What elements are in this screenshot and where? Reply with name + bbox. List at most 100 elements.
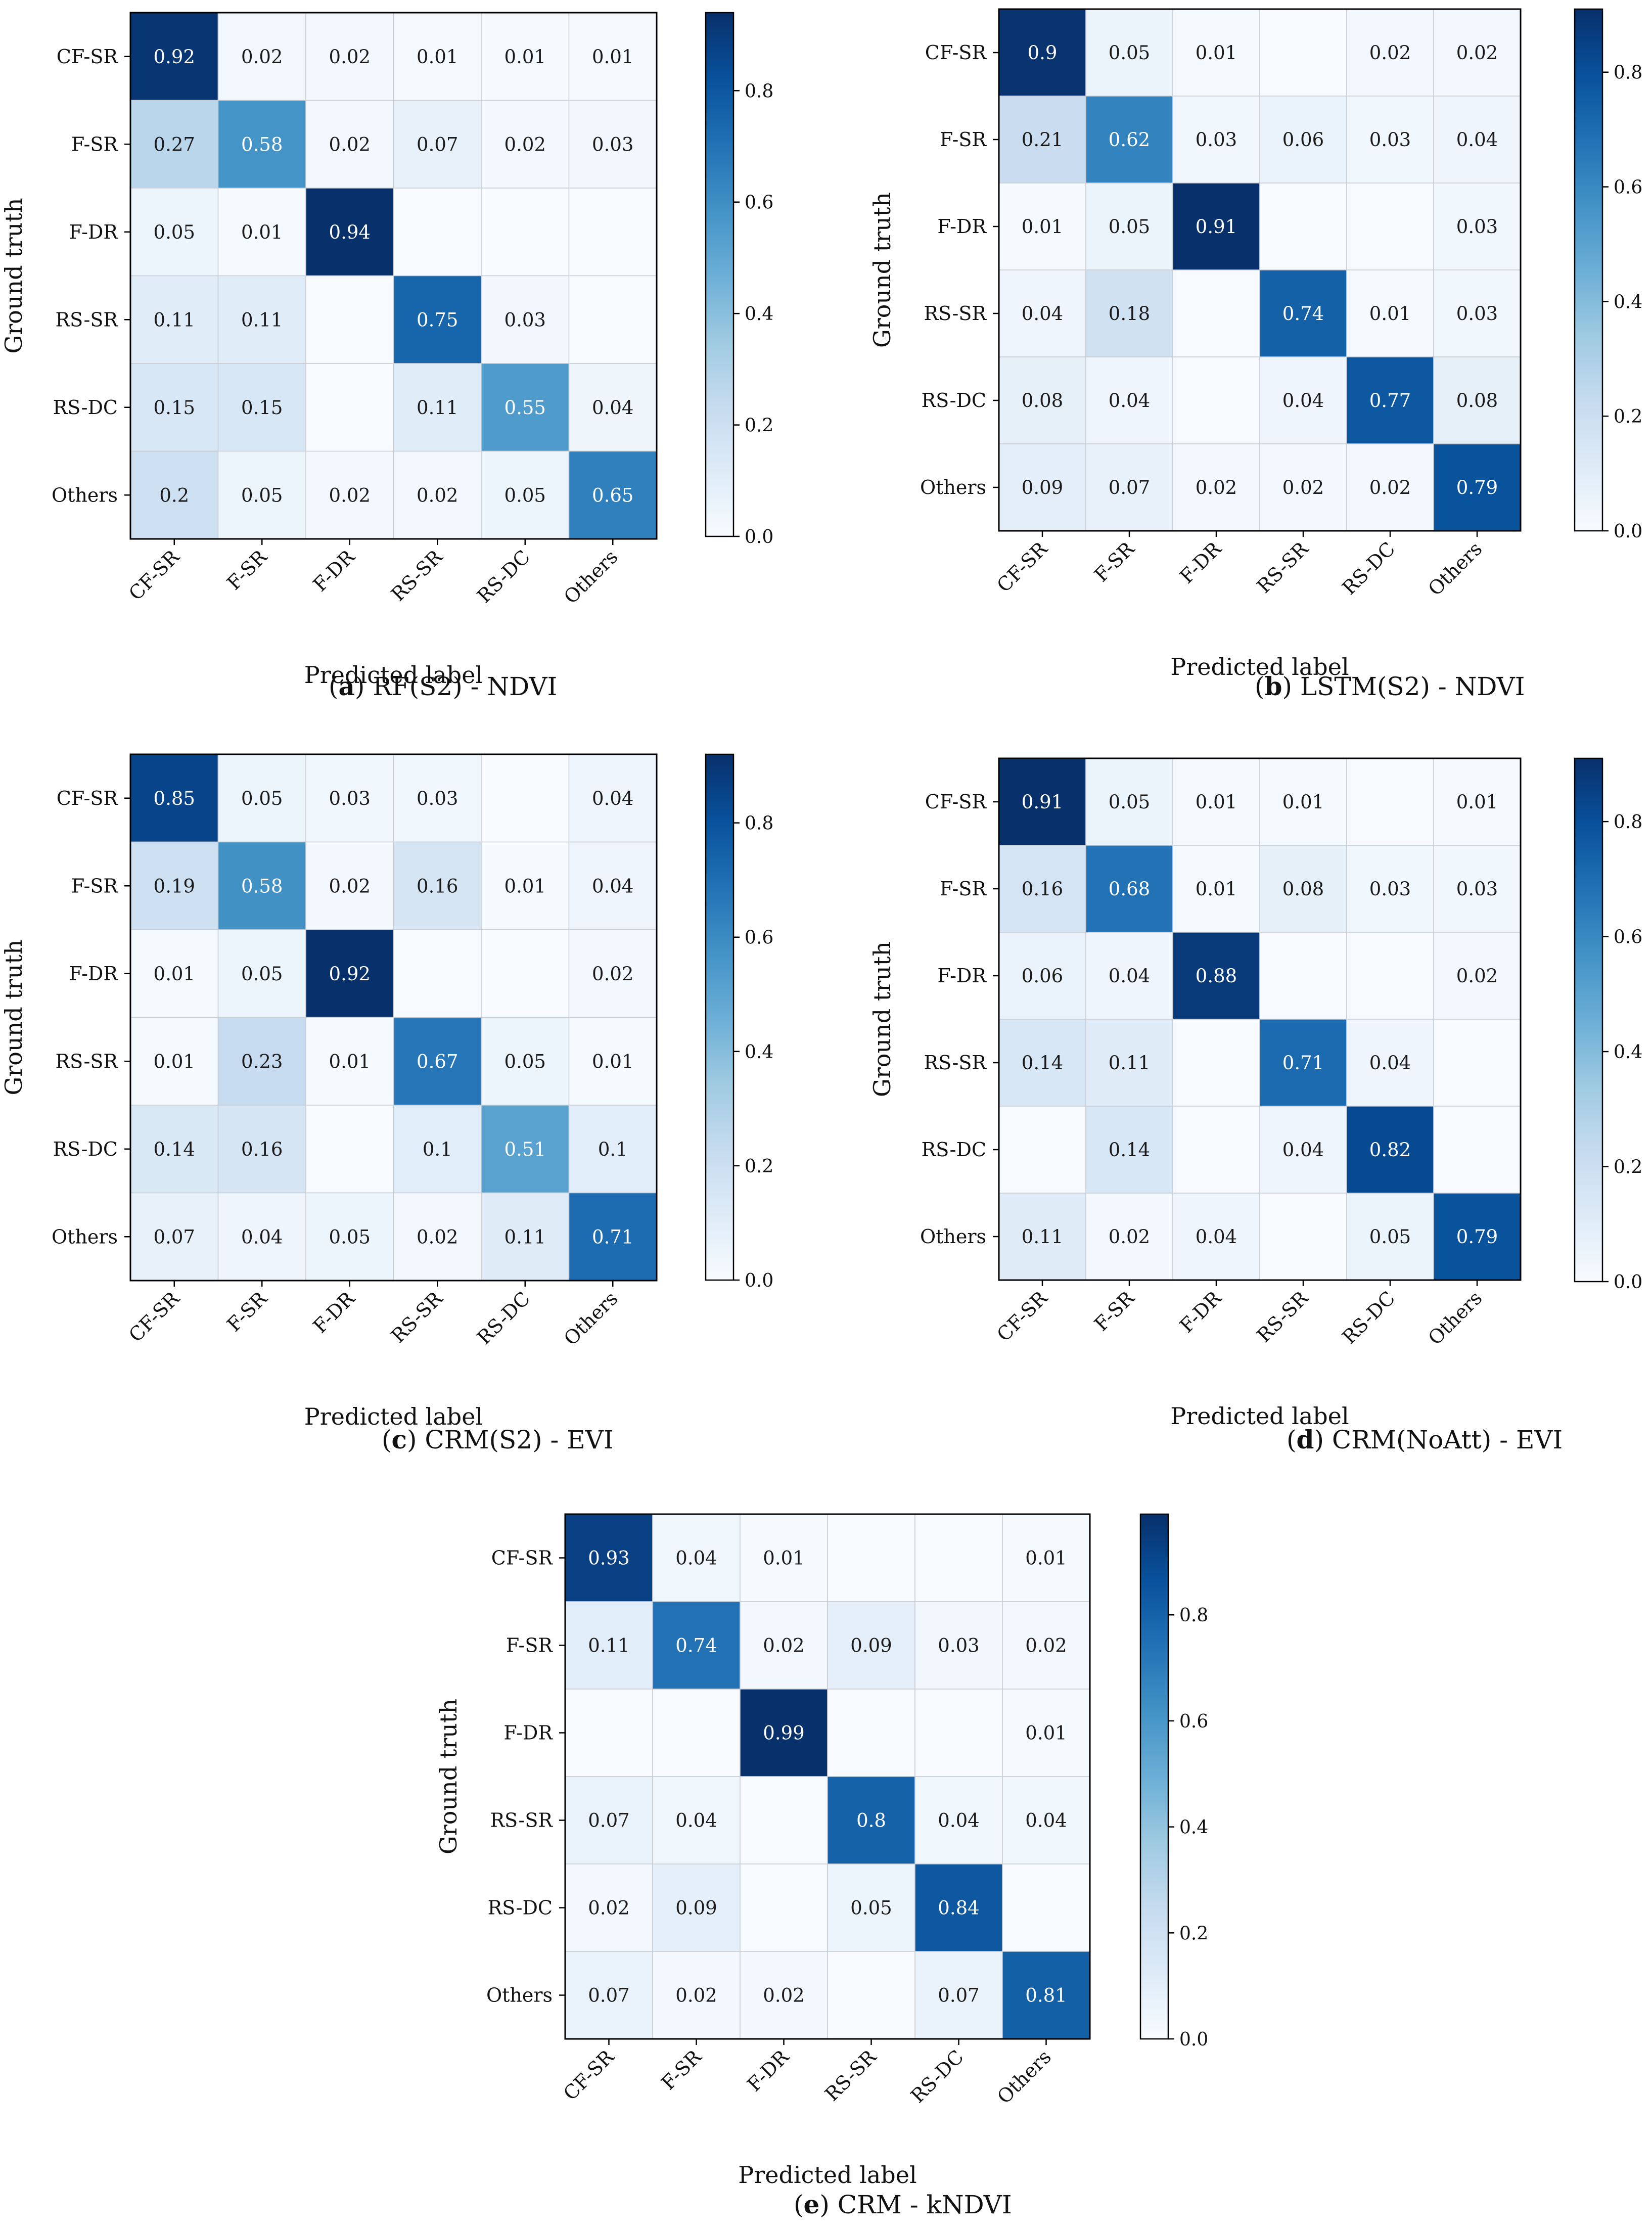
cell-value-label: 0.02 <box>329 484 371 506</box>
heatmap-cell <box>1085 845 1173 933</box>
x-axis-label: Predicted label <box>304 1403 483 1430</box>
cell-value-label: 0.03 <box>417 788 458 809</box>
heatmap-cell <box>1259 96 1347 184</box>
heatmap-cell <box>393 929 482 1018</box>
heatmap-cell <box>130 12 219 101</box>
cell-value-label: 0.02 <box>1369 477 1411 498</box>
heatmap-cell <box>568 12 657 101</box>
heatmap-cell <box>305 275 394 364</box>
heatmap-cell <box>1433 1019 1521 1107</box>
cell-value-label: 0.05 <box>504 1051 546 1072</box>
cell-value-label: 0.27 <box>154 133 195 155</box>
heatmap-cell <box>1346 183 1434 270</box>
heatmap-cell <box>827 1776 915 1864</box>
cell-value-label: 0.02 <box>417 1226 458 1248</box>
colorbar: 0.0 0.2 0.4 0.6 0.8 <box>1574 757 1642 1293</box>
cell-value-label: 0.03 <box>592 133 633 155</box>
cell-value-label: 0.04 <box>1282 390 1324 412</box>
heatmap-cell <box>1002 1776 1090 1864</box>
heatmap-cell <box>481 100 570 189</box>
cell-value-label: 0.1 <box>423 1139 452 1160</box>
colorbar-tick-label: 0.6 <box>745 193 773 213</box>
heatmap-cell <box>1085 932 1173 1020</box>
heatmap-cell <box>565 1863 653 1952</box>
cell-value-label: 0.68 <box>1109 878 1150 900</box>
cell-value-label: 0.01 <box>1369 303 1411 325</box>
cell-value-label: 0.09 <box>675 1897 717 1919</box>
heatmap-frame <box>564 1513 1091 2040</box>
caption-open-paren: ( <box>382 1425 392 1454</box>
heatmap-cell <box>393 450 482 539</box>
cell-value-label: 0.11 <box>588 1635 629 1657</box>
heatmap-cell <box>652 1601 741 1690</box>
heatmap-cell <box>914 1514 1003 1602</box>
cell-value-label: 0.16 <box>417 875 458 897</box>
cell-value-label: 0.05 <box>1369 1226 1411 1248</box>
cell-value-label: 0.1 <box>598 1139 628 1160</box>
y-tick-label: Others <box>486 1984 553 2007</box>
colorbar: 0.0 0.2 0.4 0.6 0.8 <box>1574 8 1642 542</box>
cell-value-label: 0.04 <box>1456 129 1498 151</box>
cell-value-label: 0.04 <box>938 1810 979 1832</box>
colorbar-bar <box>1574 757 1603 1283</box>
cell-value-label: 0.18 <box>1109 303 1150 325</box>
caption-close-paren: ) <box>819 2190 837 2219</box>
heatmap-cell <box>1172 1106 1260 1194</box>
cell-value-label: 0.04 <box>1025 1810 1067 1832</box>
cell-value-label: 0.01 <box>1025 1548 1067 1569</box>
panel-caption: (a) RF(S2) - NDVI <box>329 671 557 701</box>
heatmap-cell <box>568 275 657 364</box>
heatmap-cell <box>1346 932 1434 1020</box>
cell-value-label: 0.05 <box>241 788 283 809</box>
cell-value-label: 0.58 <box>241 133 283 155</box>
heatmap-cell <box>217 841 306 930</box>
heatmap-cell <box>481 754 570 843</box>
y-tick-label: CF-SR <box>925 41 987 64</box>
heatmap-cell <box>1346 758 1434 846</box>
y-tick-label: RS-DC <box>53 396 118 419</box>
cell-value-label: 0.01 <box>1025 1722 1067 1744</box>
heatmap-cell <box>914 1863 1003 1952</box>
heatmap-cell <box>827 1514 915 1602</box>
cell-value-label: 0.02 <box>1282 477 1324 498</box>
heatmap-cell <box>1259 1106 1347 1194</box>
heatmap-cell <box>130 450 219 539</box>
colorbar-tick-label: 0.4 <box>1614 1042 1642 1063</box>
cell-value-label: 0.01 <box>504 875 546 897</box>
cell-value-label: 0.11 <box>1022 1226 1063 1248</box>
y-tick-label: F-DR <box>69 221 118 243</box>
cell-value-label: 0.8 <box>856 1810 886 1832</box>
heatmap-cell <box>998 1019 1086 1107</box>
cell-value-label: 0.02 <box>329 46 371 68</box>
cell-value-label: 0.04 <box>675 1548 717 1569</box>
heatmap-cell <box>1002 1514 1090 1602</box>
cell-value-label: 0.65 <box>592 484 633 506</box>
heatmap-cell <box>305 1192 394 1281</box>
colorbar-tick-label: 0.8 <box>745 813 773 834</box>
cell-value-label: 0.14 <box>1022 1052 1063 1074</box>
heatmap-cell <box>1433 845 1521 933</box>
cell-value-label: 0.11 <box>504 1226 546 1248</box>
colorbar-bar <box>1574 8 1603 532</box>
cell-value-label: 0.84 <box>938 1897 979 1919</box>
cell-value-label: 0.74 <box>675 1635 717 1657</box>
cell-value-label: 0.04 <box>1196 1226 1237 1248</box>
colorbar-tick-label: 0.8 <box>1179 1605 1208 1626</box>
heatmap-cell <box>1172 758 1260 846</box>
heatmap-cell <box>740 1689 828 1777</box>
cell-value-label: 0.01 <box>1282 791 1324 813</box>
heatmap-cell <box>914 1951 1003 2039</box>
cell-value-label: 0.08 <box>1282 878 1324 900</box>
heatmap-cell <box>914 1601 1003 1690</box>
heatmap-cell <box>1346 269 1434 357</box>
heatmap-cell <box>217 450 306 539</box>
cell-value-label: 0.11 <box>1109 1052 1150 1074</box>
caption-open-paren: ( <box>1287 1425 1297 1454</box>
heatmap-cell <box>305 929 394 1018</box>
cell-value-label: 0.02 <box>1109 1226 1150 1248</box>
heatmap-cell <box>998 1106 1086 1194</box>
cell-value-label: 0.01 <box>592 1051 633 1072</box>
y-tick-label: CF-SR <box>925 791 987 813</box>
cell-value-label: 0.03 <box>1369 129 1411 151</box>
